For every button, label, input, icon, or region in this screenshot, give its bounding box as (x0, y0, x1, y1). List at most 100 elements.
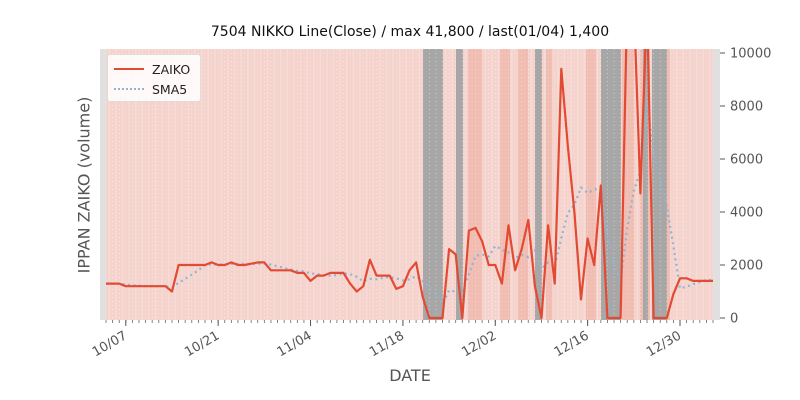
band-stripe (314, 49, 320, 320)
band-stripe (202, 49, 208, 320)
band-stripe (374, 49, 380, 320)
legend-label-zaiko: ZAIKO (152, 61, 191, 77)
x-axis-ticks: 10/07 10/21 11/04 11/18 12/02 12/16 12/30 (90, 320, 714, 360)
band-stripe (169, 49, 175, 320)
band-dark (456, 49, 463, 320)
band-stripe (268, 49, 274, 320)
series-lines (106, 49, 714, 320)
band-stripe (162, 49, 168, 320)
x-tick-label: 11/18 (367, 328, 407, 360)
band-stripe (479, 49, 485, 320)
band-highlight (546, 49, 552, 320)
band-stripe (261, 49, 267, 320)
x-tick-label: 12/02 (459, 328, 499, 360)
band-stripe (235, 49, 241, 320)
band-stripe (308, 49, 314, 320)
band-stripe (684, 49, 690, 320)
band-stripe (407, 49, 412, 320)
band-stripe (143, 49, 149, 320)
band-stripe (334, 49, 340, 320)
band-stripe (420, 49, 426, 320)
band-stripe (129, 49, 135, 320)
band-stripe (552, 49, 558, 320)
band-stripe (321, 49, 327, 320)
band-stripe (413, 49, 419, 320)
band-stripe (571, 49, 577, 320)
band-edge-right (713, 49, 720, 320)
band-stripe (690, 49, 696, 320)
y-axis-label: IPPAN ZAIKO (volume) (74, 96, 94, 274)
band-stripe (512, 49, 518, 320)
band-stripe (492, 49, 498, 320)
band-dark (643, 49, 648, 320)
band-stripe (209, 49, 215, 320)
y-axis-ticks: 0 2000 4000 6000 8000 10000 (720, 47, 771, 327)
band-stripe (446, 49, 452, 320)
y-tick-label: 0 (730, 312, 738, 327)
y-tick-label: 8000 (730, 100, 763, 115)
band-stripe (182, 49, 188, 320)
band-stripe (341, 49, 347, 320)
legend-swatch-sma5 (114, 88, 144, 90)
legend: ZAIKO SMA5 (107, 54, 201, 102)
x-tick-label: 12/30 (644, 328, 684, 360)
band-dark (652, 49, 667, 320)
band-stripe (393, 49, 399, 320)
y-tick-label: 4000 (730, 206, 763, 221)
band-stripe (110, 49, 116, 320)
series-line-zaiko (106, 49, 713, 320)
band-stripe (670, 49, 676, 320)
band-highlight (500, 49, 510, 320)
legend-label-sma5: SMA5 (152, 81, 188, 97)
band-dark (423, 49, 443, 320)
background-bands (100, 49, 720, 320)
band-highlight (468, 49, 482, 320)
band-stripe (400, 49, 406, 320)
band-stripe (347, 49, 353, 320)
band-stripe (123, 49, 129, 320)
band-stripe (189, 49, 195, 320)
y-tick-label: 2000 (730, 259, 763, 274)
x-tick-label: 10/21 (182, 328, 222, 360)
band-stripe (578, 49, 584, 320)
x-tick-label: 12/16 (552, 328, 592, 360)
band-stripe (195, 49, 201, 320)
band-stripe (525, 49, 531, 320)
band-stripe (703, 49, 709, 320)
band-stripe (136, 49, 142, 320)
band-stripe (360, 49, 366, 320)
band-stripe (156, 49, 162, 320)
band-stripe (354, 49, 360, 320)
legend-swatch-zaiko (114, 68, 144, 70)
x-axis-label: DATE (389, 366, 431, 385)
band-stripe (275, 49, 281, 320)
band-stripe (149, 49, 155, 320)
band-stripe (116, 49, 122, 320)
band-edge-left (100, 49, 106, 320)
band-stripe (677, 49, 683, 320)
chart-title: 7504 NIKKO Line(Close) / max 41,800 / la… (210, 24, 610, 40)
band-stripe (301, 49, 307, 320)
band-stripe (558, 49, 564, 320)
band-stripe (255, 49, 261, 320)
band-stripe (453, 49, 459, 320)
x-tick-label: 11/04 (275, 328, 315, 360)
band-stripe (228, 49, 234, 320)
band-stripe (176, 49, 182, 320)
series-line-sma5 (106, 103, 714, 306)
y-tick-label: 10000 (730, 47, 771, 62)
band-stripe (486, 49, 492, 320)
band-stripe (222, 49, 228, 320)
x-tick-label: 10/07 (90, 328, 130, 360)
band-dark (535, 49, 542, 320)
band-stripe (242, 49, 248, 320)
band-stripe (288, 49, 294, 320)
y-tick-label: 6000 (730, 153, 763, 168)
band-stripe (697, 49, 703, 320)
legend-item-zaiko: ZAIKO (114, 61, 190, 77)
band-stripe (248, 49, 254, 320)
legend-item-sma5: SMA5 (114, 81, 187, 97)
band-stripe (367, 49, 373, 320)
band-stripe (281, 49, 287, 320)
